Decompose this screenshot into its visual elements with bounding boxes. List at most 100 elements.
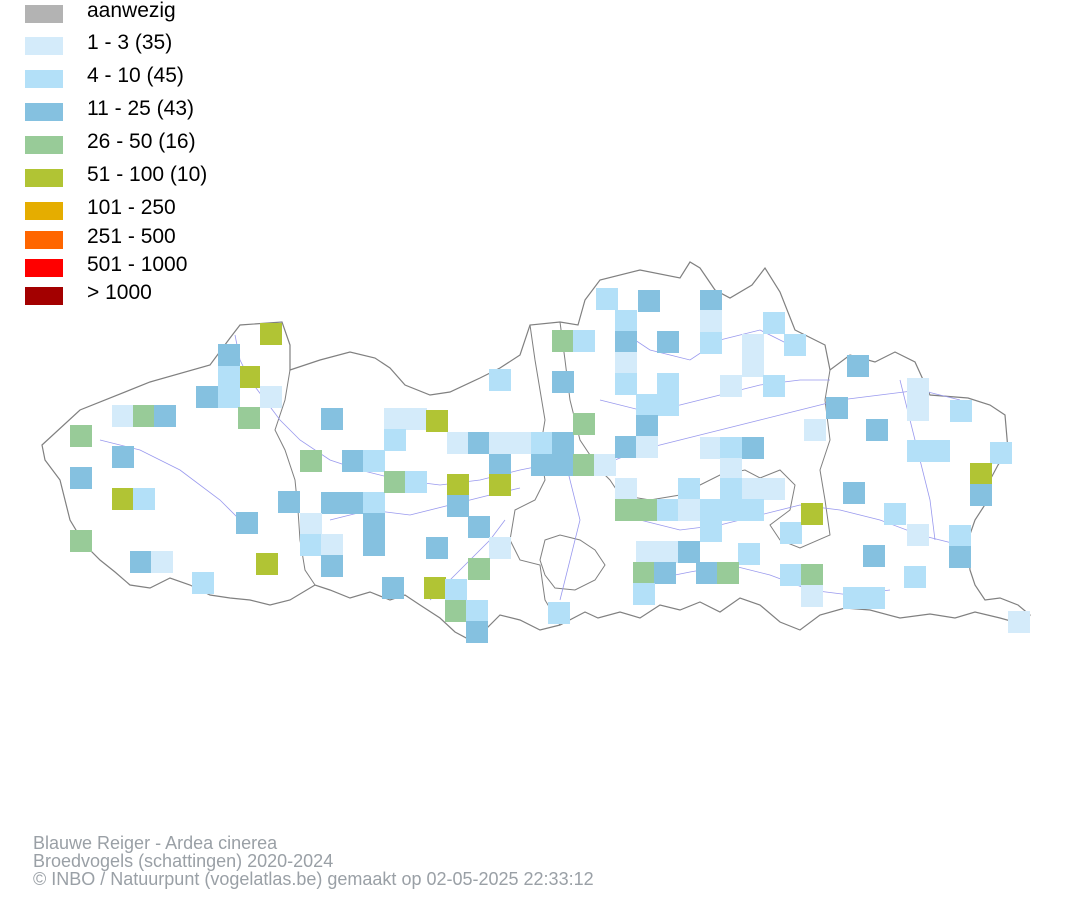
grid-cell: [615, 310, 637, 332]
legend-swatch: [25, 287, 63, 305]
grid-cell: [321, 534, 343, 556]
grid-cell: [489, 537, 511, 559]
legend-swatch: [25, 231, 63, 249]
grid-cell: [678, 541, 700, 563]
grid-cell: [717, 562, 739, 584]
grid-cell: [720, 478, 742, 500]
grid-cell: [112, 405, 134, 427]
grid-cell: [363, 513, 385, 535]
legend-label: aanwezig: [87, 0, 176, 22]
grid-cell: [424, 577, 446, 599]
grid-cell: [196, 386, 218, 408]
grid-cell: [218, 344, 240, 366]
grid-cell: [863, 587, 885, 609]
grid-cell: [238, 407, 260, 429]
grid-cell: [489, 432, 511, 454]
grid-cells: [70, 288, 1030, 643]
grid-cell: [552, 432, 574, 454]
grid-cell: [548, 602, 570, 624]
grid-cell: [907, 524, 929, 546]
grid-cell: [405, 408, 427, 430]
grid-cell: [445, 600, 467, 622]
province-border-brabant: [539, 534, 606, 591]
grid-cell: [192, 572, 214, 594]
grid-cell: [552, 371, 574, 393]
grid-cell: [615, 499, 637, 521]
grid-cell: [300, 534, 322, 556]
grid-cell: [884, 503, 906, 525]
grid-cell: [615, 331, 637, 353]
grid-cell: [742, 437, 764, 459]
grid-cell: [657, 394, 679, 416]
grid-cell: [636, 415, 658, 437]
grid-cell: [843, 482, 865, 504]
legend-swatch: [25, 259, 63, 277]
grid-cell: [700, 499, 722, 521]
grid-cell: [154, 405, 176, 427]
grid-cell: [866, 419, 888, 441]
grid-cell: [426, 537, 448, 559]
grid-cell: [720, 375, 742, 397]
species-name: Blauwe Reiger - Ardea cinerea: [33, 833, 278, 853]
grid-cell: [843, 587, 865, 609]
legend-swatch: [25, 136, 63, 154]
grid-cell: [780, 522, 802, 544]
legend-swatch: [25, 5, 63, 23]
grid-cell: [1008, 611, 1030, 633]
grid-cell: [720, 458, 742, 480]
grid-cell: [426, 410, 448, 432]
grid-cell: [70, 467, 92, 489]
grid-cell: [654, 562, 676, 584]
grid-cell: [447, 495, 469, 517]
grid-cell: [573, 413, 595, 435]
grid-cell: [510, 432, 532, 454]
grid-cell: [784, 334, 806, 356]
grid-cell: [970, 484, 992, 506]
grid-cell: [738, 543, 760, 565]
grid-cell: [447, 474, 469, 496]
grid-cell: [700, 310, 722, 332]
grid-cell: [696, 562, 718, 584]
legend-swatch: [25, 103, 63, 121]
grid-cell: [847, 355, 869, 377]
grid-cell: [133, 405, 155, 427]
legend-label: 11 - 25 (43): [87, 97, 194, 120]
grid-cell: [970, 463, 992, 485]
grid-cell: [949, 546, 971, 568]
grid-cell: [678, 499, 700, 521]
legend-label: 251 - 500: [87, 225, 176, 248]
credit-line: © INBO / Natuurpunt (vogelatlas.be) gema…: [33, 869, 594, 889]
grid-cell: [382, 577, 404, 599]
grid-cell: [928, 440, 950, 462]
grid-cell: [531, 432, 553, 454]
province-border-west: [274, 369, 316, 586]
grid-cell: [445, 579, 467, 601]
grid-cell: [657, 499, 679, 521]
grid-cell: [950, 400, 972, 422]
grid-cell: [489, 454, 511, 476]
legend-label: 1 - 3 (35): [87, 31, 173, 54]
grid-cell: [763, 375, 785, 397]
grid-cell: [678, 478, 700, 500]
grid-cell: [238, 366, 260, 388]
grid-cell: [363, 534, 385, 556]
grid-cell: [657, 541, 679, 563]
grid-cell: [112, 446, 134, 468]
grid-cell: [133, 488, 155, 510]
grid-cell: [657, 331, 679, 353]
grid-cell: [700, 290, 722, 312]
legend-label: 101 - 250: [87, 196, 176, 219]
legend-swatch: [25, 202, 63, 220]
grid-cell: [638, 290, 660, 312]
grid-cell: [763, 478, 785, 500]
grid-cell: [636, 436, 658, 458]
grid-cell: [742, 355, 764, 377]
legend-label: > 1000: [87, 281, 152, 304]
grid-cell: [763, 312, 785, 334]
legend-label: 26 - 50 (16): [87, 130, 196, 153]
grid-cell: [615, 352, 637, 374]
grid-cell: [720, 437, 742, 459]
grid-cell: [949, 525, 971, 547]
grid-cell: [384, 471, 406, 493]
grid-cell: [636, 541, 658, 563]
